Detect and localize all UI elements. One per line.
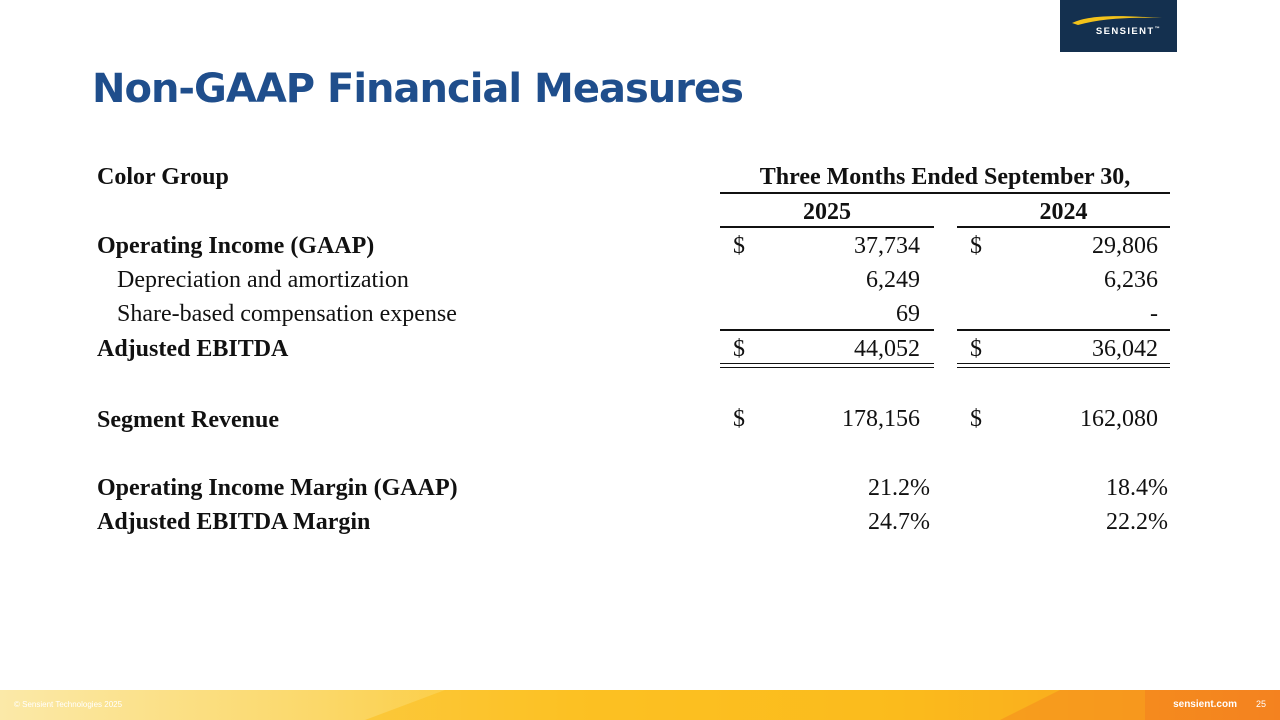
period-header-rule bbox=[720, 192, 1170, 194]
currency-symbol: $ bbox=[733, 336, 745, 362]
copyright-text: © Sensient Technologies 2025 bbox=[14, 700, 123, 709]
row-label: Operating Income (GAAP) bbox=[97, 233, 375, 259]
group-label: Color Group bbox=[97, 164, 229, 190]
value-2025: 6,249 bbox=[866, 267, 920, 293]
logo-swoosh-icon bbox=[1072, 16, 1162, 25]
value-2024: 36,042 bbox=[1092, 336, 1158, 362]
year-2025-rule bbox=[720, 226, 934, 228]
value-2025: 24.7% bbox=[868, 509, 930, 535]
row-label: Adjusted EBITDA Margin bbox=[97, 509, 371, 535]
year-2024-rule bbox=[957, 226, 1170, 228]
page-number: 25 bbox=[1255, 699, 1266, 709]
period-header: Three Months Ended September 30, bbox=[759, 164, 1131, 190]
year-2025-header: 2025 bbox=[803, 199, 851, 225]
footer-bar: © Sensient Technologies 2025 sensient.co… bbox=[0, 690, 1280, 720]
value-2024: 162,080 bbox=[1080, 406, 1158, 432]
row-label: Segment Revenue bbox=[97, 407, 279, 433]
total-double-rule-2025 bbox=[720, 363, 934, 368]
value-2024: - bbox=[1150, 301, 1158, 327]
logo-wordmark: SENSIENT™ bbox=[1095, 26, 1161, 37]
currency-symbol: $ bbox=[970, 406, 982, 432]
value-2024: 6,236 bbox=[1104, 267, 1158, 293]
company-logo: SENSIENT™ bbox=[1060, 0, 1177, 52]
row-label: Adjusted EBITDA bbox=[97, 336, 289, 362]
website-text: sensient.com bbox=[1173, 699, 1237, 710]
subtotal-rule-2025 bbox=[720, 329, 934, 331]
value-2024: 18.4% bbox=[1106, 475, 1168, 501]
value-2024: 22.2% bbox=[1106, 509, 1168, 535]
value-2025: 178,156 bbox=[842, 406, 920, 432]
row-label: Share-based compensation expense bbox=[117, 301, 457, 327]
year-2024-header: 2024 bbox=[1039, 199, 1088, 225]
currency-symbol: $ bbox=[733, 406, 745, 432]
page-title: Non-GAAP Financial Measures bbox=[92, 66, 744, 112]
subtotal-rule-2024 bbox=[957, 329, 1170, 331]
row-label: Operating Income Margin (GAAP) bbox=[97, 475, 458, 501]
value-2025: 44,052 bbox=[854, 336, 920, 362]
row-label: Depreciation and amortization bbox=[117, 267, 409, 293]
value-2025: 37,734 bbox=[854, 233, 920, 259]
currency-symbol: $ bbox=[970, 336, 982, 362]
footer-band-decoration bbox=[365, 690, 1145, 720]
value-2024: 29,806 bbox=[1092, 233, 1158, 259]
value-2025: 69 bbox=[896, 301, 920, 327]
footer-band-decoration bbox=[1000, 690, 1280, 720]
total-double-rule-2024 bbox=[957, 363, 1170, 368]
currency-symbol: $ bbox=[970, 233, 982, 259]
value-2025: 21.2% bbox=[868, 475, 930, 501]
currency-symbol: $ bbox=[733, 233, 745, 259]
